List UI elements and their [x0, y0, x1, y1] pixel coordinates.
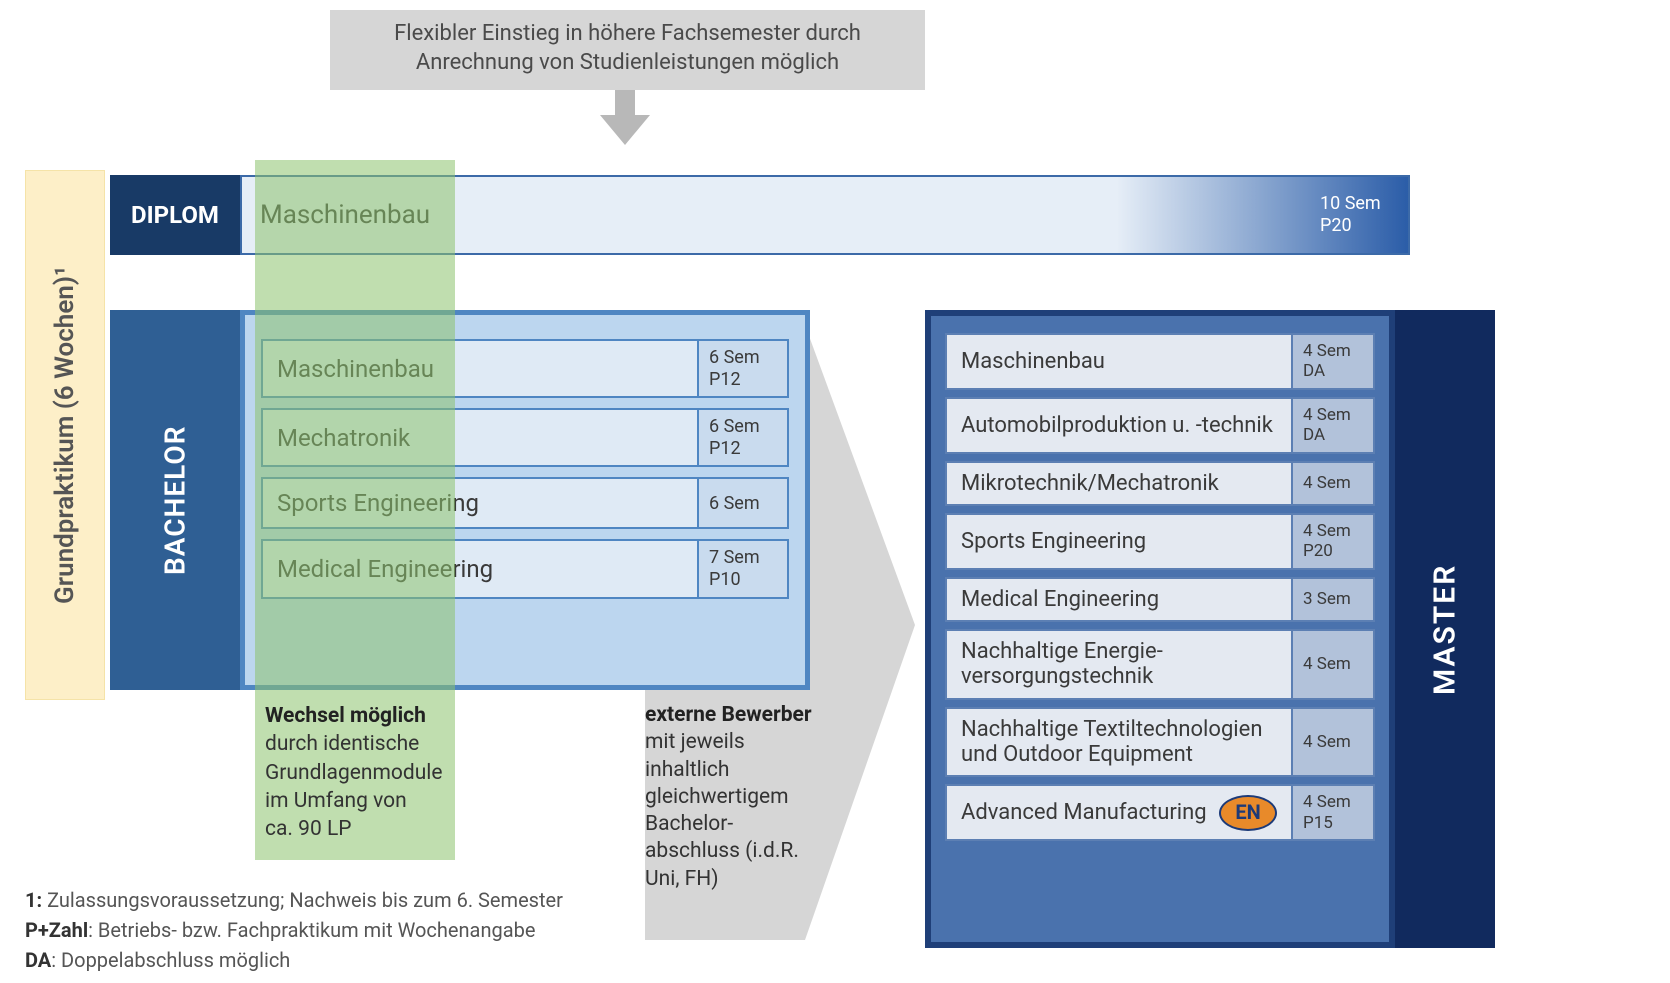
- master-program-meta: 4 Sem: [1293, 461, 1375, 506]
- master-program-name: Automobilproduktion u. -technik: [945, 397, 1293, 454]
- master-program-meta: 4 Sem: [1293, 707, 1375, 778]
- master-program-meta: 3 Sem: [1293, 577, 1375, 622]
- master-program-row: Automobilproduktion u. -technik4 SemDA: [945, 397, 1375, 454]
- bachelor-program-row: Sports Engineering6 Sem: [261, 477, 789, 529]
- bachelor-panel: Maschinenbau6 SemP12Mechatronik6 SemP12S…: [240, 310, 810, 690]
- master-program-row: Mikrotechnik/Mechatronik4 Sem: [945, 461, 1375, 506]
- master-panel: Maschinenbau4 SemDAAutomobilproduktion u…: [925, 310, 1395, 948]
- master-program-row: Nachhaltige Textiltechnologien und Outdo…: [945, 707, 1375, 778]
- legend: 1: Zulassungsvoraussetzung; Nachweis bis…: [25, 885, 675, 975]
- diplom-program-meta: 10 SemP20: [1308, 177, 1408, 253]
- master-program-meta: 4 SemP20: [1293, 513, 1375, 570]
- bachelor-program-meta: 6 SemP12: [699, 339, 789, 398]
- bachelor-program-name: Mechatronik: [261, 408, 699, 467]
- master-label: MASTER: [1395, 310, 1495, 948]
- bachelor-program-meta: 7 SemP10: [699, 539, 789, 598]
- bachelor-program-row: Mechatronik6 SemP12: [261, 408, 789, 467]
- bachelor-program-name: Medical Engineering: [261, 539, 699, 598]
- wechsel-text: Wechsel möglichdurch identische Grundlag…: [265, 702, 495, 844]
- master-program-row: Sports Engineering4 SemP20: [945, 513, 1375, 570]
- bachelor-program-name: Maschinenbau: [261, 339, 699, 398]
- master-program-name: Maschinenbau: [945, 333, 1293, 390]
- bachelor-label: BACHELOR: [110, 310, 240, 690]
- master-program-name: Nachhaltige Energie- versorgungstechnik: [945, 629, 1293, 700]
- bachelor-program-meta: 6 SemP12: [699, 408, 789, 467]
- master-program-name: Nachhaltige Textiltechnologien und Outdo…: [945, 707, 1293, 778]
- master-program-name: Sports Engineering: [945, 513, 1293, 570]
- callout-arrow-down-icon: [600, 90, 650, 145]
- master-program-meta: 4 SemP15: [1293, 784, 1375, 841]
- master-program-row: Advanced ManufacturingEN4 SemP15: [945, 784, 1375, 841]
- master-program-row: Maschinenbau4 SemDA: [945, 333, 1375, 390]
- master-program-meta: 4 Sem: [1293, 629, 1375, 700]
- bachelor-program-name: Sports Engineering: [261, 477, 699, 529]
- bachelor-program-row: Medical Engineering7 SemP10: [261, 539, 789, 598]
- master-program-row: Medical Engineering3 Sem: [945, 577, 1375, 622]
- diplom-label: DIPLOM: [110, 175, 240, 255]
- master-program-meta: 4 SemDA: [1293, 333, 1375, 390]
- diplom-program-name: Maschinenbau: [242, 177, 1308, 253]
- extern-text: externe Bewerbermit jeweils inhaltlich g…: [645, 702, 855, 893]
- master-program-row: Nachhaltige Energie- versorgungstechnik4…: [945, 629, 1375, 700]
- diplom-program-bar: Maschinenbau10 SemP20: [240, 175, 1410, 255]
- master-program-name: Mikrotechnik/Mechatronik: [945, 461, 1293, 506]
- callout-flexibler-einstieg: Flexibler Einstieg in höhere Fachsemeste…: [330, 10, 925, 90]
- master-program-name: Medical Engineering: [945, 577, 1293, 622]
- en-badge: EN: [1219, 795, 1277, 831]
- bachelor-program-meta: 6 Sem: [699, 477, 789, 529]
- bachelor-program-row: Maschinenbau6 SemP12: [261, 339, 789, 398]
- master-program-name: Advanced ManufacturingEN: [945, 784, 1293, 841]
- master-program-meta: 4 SemDA: [1293, 397, 1375, 454]
- grundpraktikum-label: Grundpraktikum (6 Wochen)¹: [25, 170, 105, 700]
